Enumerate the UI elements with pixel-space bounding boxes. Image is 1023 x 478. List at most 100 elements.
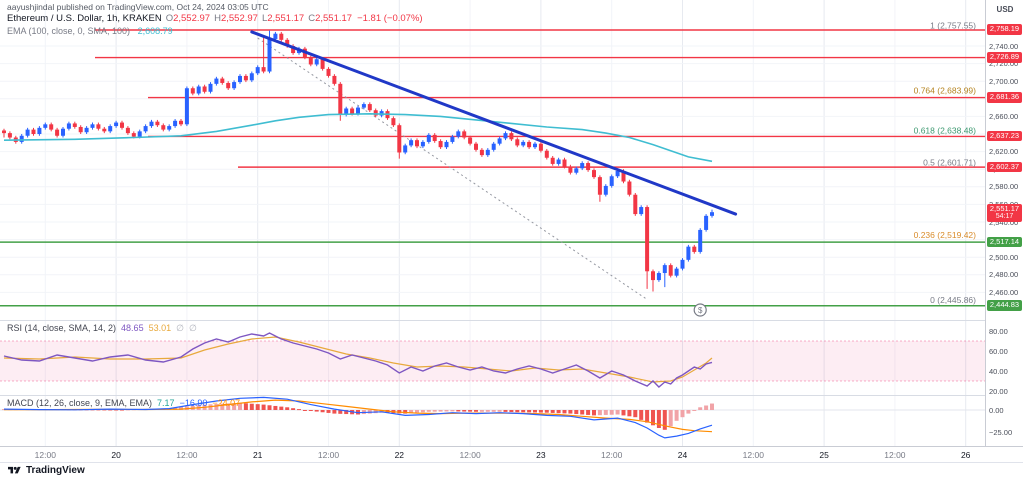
- candle-body: [468, 137, 473, 144]
- macd-hist-bar: [308, 410, 313, 411]
- candle-body: [686, 246, 691, 260]
- candle-body: [556, 159, 561, 164]
- macd-hist-bar: [674, 410, 679, 421]
- macd-hist-bar: [314, 410, 319, 412]
- tradingview-logo-icon[interactable]: [8, 464, 21, 477]
- candle-body: [621, 170, 626, 182]
- rsi-value: ∅: [176, 323, 184, 333]
- rsi-band: [0, 341, 985, 381]
- macd-hist-bar: [238, 402, 242, 410]
- candle-body: [397, 125, 402, 153]
- candle-body: [173, 120, 178, 127]
- candle-body: [680, 259, 685, 269]
- macd-hist-bar: [438, 410, 443, 412]
- macd-hist-bar: [220, 403, 225, 410]
- rsi-legend: RSI (14, close, SMA, 14, 2) 48.65 53.01 ∅ ∅: [7, 323, 197, 334]
- candle-body: [456, 131, 461, 137]
- macd-hist-bar: [114, 409, 119, 411]
- candle-body: [474, 143, 478, 150]
- rsi-axis-tick: 60.00: [989, 346, 1008, 356]
- macd-value: 7.17: [157, 398, 175, 408]
- fib-dotted-line[interactable]: [257, 37, 648, 300]
- candle-body: [633, 194, 638, 215]
- macd-hist-bar: [285, 407, 290, 410]
- chart-marker-icon[interactable]: [693, 303, 707, 317]
- price-axis-tick: 2,740.00: [989, 41, 1019, 51]
- candle-body: [391, 118, 396, 126]
- candle-body: [639, 207, 644, 215]
- macd-hist-bar: [527, 410, 532, 413]
- rsi-value: ∅: [188, 323, 197, 333]
- time-axis-label: 22: [394, 450, 405, 460]
- macd-hist-bar: [603, 410, 608, 415]
- ema-value: 2,608.79: [137, 26, 173, 36]
- macd-hist-bar: [645, 410, 650, 423]
- candle-body: [491, 143, 496, 150]
- candle-body: [55, 129, 60, 136]
- candle-body: [232, 82, 237, 89]
- candle-body: [25, 129, 30, 136]
- candle-body: [120, 122, 124, 128]
- rsi-line: [3, 332, 713, 388]
- candle-body: [367, 104, 372, 111]
- price-axis-tick: 2,700.00: [989, 76, 1019, 86]
- rsi-pane[interactable]: [0, 332, 985, 388]
- fib-level-label: 0.764 (2,683.99): [914, 85, 977, 95]
- macd-hist-bar: [468, 410, 473, 412]
- trendline[interactable]: [250, 30, 738, 216]
- candle-body: [137, 131, 142, 137]
- candle-body: [710, 212, 714, 216]
- candle-body: [125, 127, 130, 134]
- candle-body: [320, 59, 325, 69]
- candle-body: [208, 83, 213, 92]
- macd-pane[interactable]: [0, 396, 985, 439]
- candle-body: [692, 246, 697, 252]
- candle-body: [326, 68, 331, 76]
- candle-body: [249, 73, 254, 81]
- time-axis-label: 12:00: [601, 450, 623, 460]
- candle-body: [444, 141, 449, 148]
- time-axis-label: 24: [677, 450, 688, 460]
- main-price-pane[interactable]: $1 (2,757.55) 0.764 (2,683.99) 0.618 (2,63…: [0, 21, 985, 317]
- candle-body: [61, 128, 65, 136]
- rsi-axis-tick: 80.00: [989, 326, 1008, 336]
- candle-body: [497, 138, 502, 144]
- brand-name[interactable]: TradingView: [26, 465, 85, 476]
- time-axis-label: 12:00: [34, 450, 56, 460]
- ohlc-value: 2,552.97: [220, 13, 258, 24]
- candle-body: [356, 107, 360, 114]
- price-axis[interactable]: USD 2,740.002,720.002,700.002,680.002,66…: [985, 0, 1023, 446]
- candle-body: [114, 122, 119, 127]
- price-level-pill: 2,602.37: [987, 161, 1022, 173]
- time-axis-label: 12:00: [176, 450, 198, 460]
- time-axis[interactable]: 12:00 20 12:00 21 12:00 22 12:00 23 12:00 24 12:00…: [0, 446, 985, 463]
- chart-marker-glyph: $: [698, 306, 703, 315]
- macd-hist-bar: [479, 410, 484, 412]
- macd-hist-bar: [538, 410, 543, 413]
- candle-body: [609, 176, 614, 186]
- macd-hist-bar: [320, 410, 325, 413]
- candle-body: [308, 57, 313, 65]
- candle-body: [432, 134, 437, 142]
- candle-body: [403, 145, 408, 153]
- candle-body: [314, 59, 319, 65]
- macd-hist-bar: [698, 407, 703, 410]
- macd-axis-tick: −25.00: [989, 428, 1013, 437]
- ohlc-letter: H: [214, 13, 221, 24]
- time-axis-label: 12:00: [884, 450, 906, 460]
- candle-body: [415, 140, 419, 147]
- candle-body: [155, 121, 160, 126]
- candle-body: [238, 75, 242, 83]
- ohlc-value: 2,552.97: [173, 13, 211, 24]
- macd-hist-bar: [627, 410, 632, 417]
- candle-body: [509, 133, 514, 140]
- macd-hist-bar: [556, 410, 561, 414]
- candle-body: [179, 120, 183, 125]
- macd-hist-bar: [409, 410, 414, 414]
- candle-body: [243, 75, 248, 81]
- price-axis-tick: 2,540.00: [989, 217, 1019, 227]
- chart-canvas[interactable]: $1 (2,757.55) 0.764 (2,683.99) 0.618 (2,63…: [0, 0, 985, 446]
- candle-body: [662, 265, 667, 274]
- macd-hist-bar: [297, 409, 301, 411]
- candle-body: [196, 86, 201, 94]
